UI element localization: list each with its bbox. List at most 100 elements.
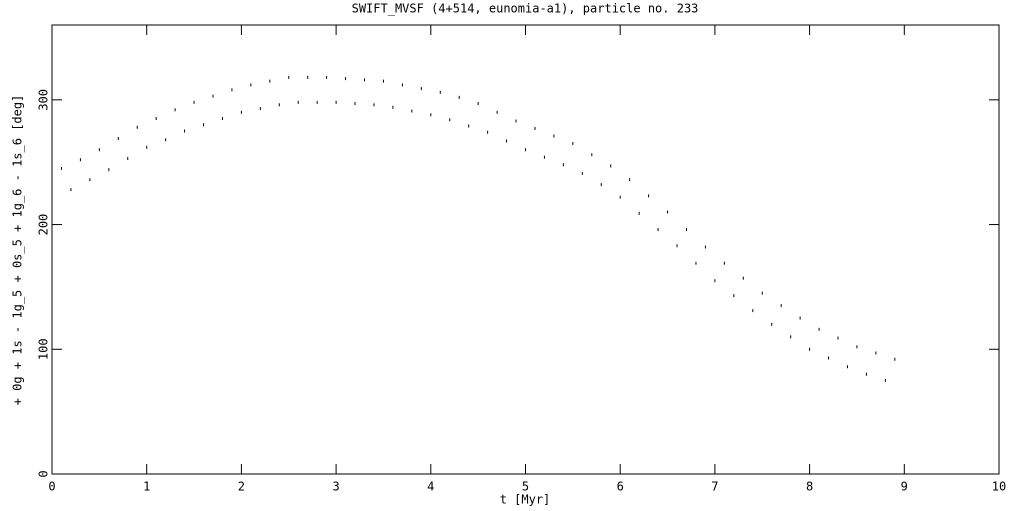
x-tick-label: 10 <box>992 480 1006 494</box>
point <box>212 94 214 98</box>
point <box>771 322 773 326</box>
point <box>430 113 432 117</box>
point <box>837 336 839 340</box>
x-tick-label: 2 <box>238 480 245 494</box>
point <box>316 100 318 104</box>
point <box>723 261 725 265</box>
x-tick-label: 5 <box>522 480 529 494</box>
chart-title: SWIFT_MVSF (4+514, eunomia-a1), particle… <box>352 2 699 16</box>
x-tick-label: 7 <box>711 480 718 494</box>
x-tick-label: 9 <box>901 480 908 494</box>
point <box>714 279 716 283</box>
point <box>733 294 735 298</box>
point <box>458 95 460 99</box>
point <box>790 335 792 339</box>
plot-frame <box>51 24 1000 475</box>
point <box>780 304 782 308</box>
point <box>894 357 896 361</box>
point <box>487 130 489 134</box>
x-tick-label: 8 <box>806 480 813 494</box>
point <box>506 139 508 143</box>
point <box>525 148 526 152</box>
point <box>335 100 337 104</box>
point <box>345 77 347 81</box>
point <box>619 195 621 199</box>
point <box>136 125 138 129</box>
point <box>146 145 148 149</box>
point <box>865 372 867 376</box>
point <box>856 345 858 349</box>
point <box>250 83 252 87</box>
point <box>667 210 669 214</box>
point <box>818 327 820 331</box>
point <box>638 211 640 215</box>
point <box>572 141 574 145</box>
point <box>657 228 659 232</box>
x-tick-label: 6 <box>617 480 624 494</box>
point <box>259 107 261 111</box>
point <box>155 117 157 121</box>
point <box>70 188 72 192</box>
point <box>543 155 545 159</box>
y-tick-label: 0 <box>37 470 51 477</box>
point <box>326 75 328 79</box>
point <box>695 261 697 265</box>
point <box>648 194 650 198</box>
point <box>401 83 403 87</box>
point <box>515 119 517 123</box>
point <box>562 163 564 167</box>
point <box>809 347 811 351</box>
x-tick-label: 0 <box>48 480 55 494</box>
point <box>581 171 583 175</box>
point <box>364 78 366 82</box>
point <box>591 153 593 157</box>
point <box>752 309 754 313</box>
point <box>761 291 763 295</box>
point <box>193 100 195 104</box>
point <box>89 178 91 182</box>
y-tick-label: 100 <box>37 338 51 360</box>
point <box>496 110 498 114</box>
y-axis-label: + 0g + 1s - 1g_5 + 0s_5 + 1g_6 - 1s_6 [d… <box>11 95 25 406</box>
point <box>288 75 290 79</box>
x-tick-label: 3 <box>332 480 339 494</box>
point <box>382 79 384 83</box>
point <box>307 75 309 79</box>
point <box>221 117 223 121</box>
point <box>79 158 81 162</box>
point <box>411 109 413 113</box>
point <box>799 316 801 320</box>
point <box>828 356 830 360</box>
point <box>553 134 555 138</box>
point <box>875 351 877 355</box>
point <box>420 87 422 91</box>
point <box>203 123 205 127</box>
x-tick-label: 4 <box>427 480 434 494</box>
point <box>240 110 242 114</box>
point <box>117 136 119 140</box>
point <box>884 378 886 382</box>
point <box>477 102 479 106</box>
point <box>742 276 744 280</box>
point <box>676 244 678 248</box>
point <box>439 90 441 94</box>
point <box>297 100 299 104</box>
point <box>600 183 602 187</box>
point <box>278 103 280 107</box>
point <box>184 129 186 133</box>
point <box>165 138 167 142</box>
point <box>534 127 536 131</box>
point <box>174 108 176 112</box>
x-tick-label: 1 <box>143 480 150 494</box>
point <box>269 79 271 83</box>
point <box>846 365 848 369</box>
point <box>629 178 631 182</box>
point <box>685 228 687 232</box>
point <box>98 148 100 152</box>
point <box>60 166 62 170</box>
point <box>704 245 706 249</box>
point <box>468 124 470 128</box>
point <box>108 168 110 172</box>
point <box>127 156 129 160</box>
